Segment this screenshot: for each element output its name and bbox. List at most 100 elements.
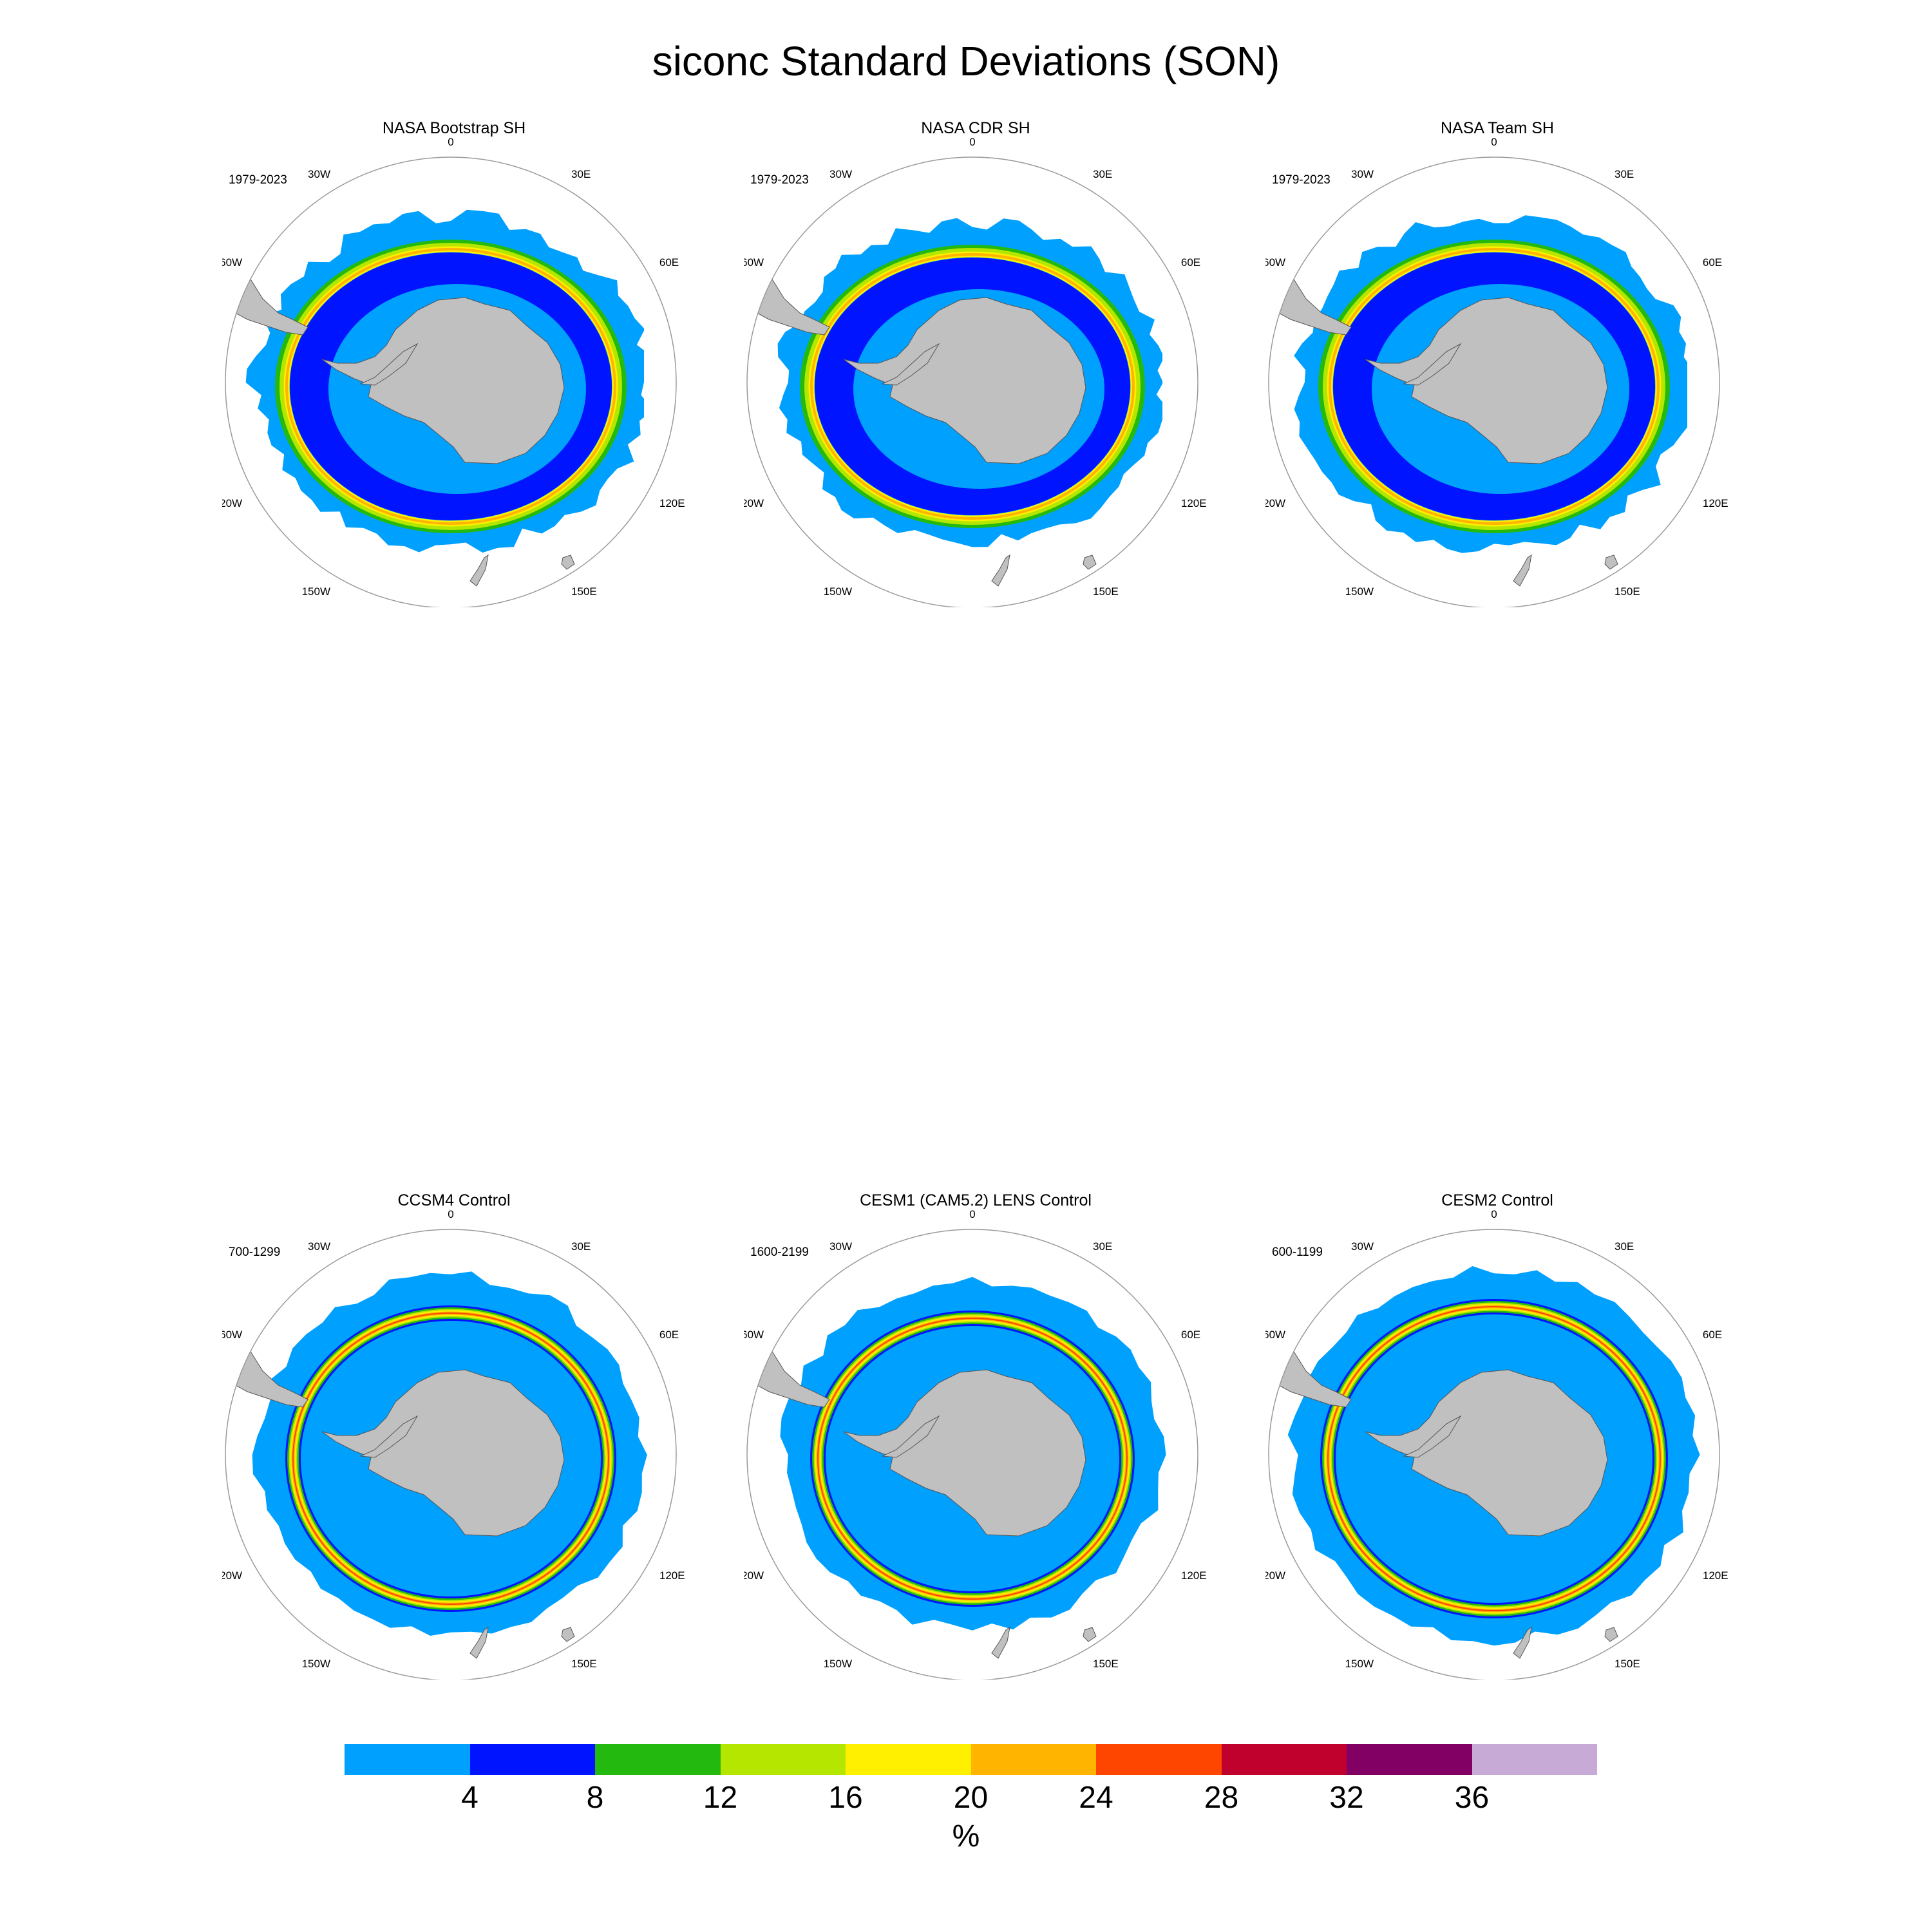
antarctic-peninsula [359,343,419,386]
colorbar-box [846,1744,971,1775]
longitude-label: 120W [222,497,242,509]
longitude-label: 150W [302,1658,330,1670]
panel-title: CESM2 Control [1441,1191,1553,1209]
variability-band [1327,1306,1661,1611]
colorbar-tick-label: 4 [461,1781,478,1815]
longitude-label: 120E [1181,1569,1207,1582]
colorbar-box [1221,1744,1347,1775]
sea-ice-field [754,1276,1166,1659]
longitude-label: 30E [1093,168,1112,180]
longitude-label: 0 [448,137,453,148]
panel-title: NASA Bootstrap SH [382,119,526,137]
longitude-label: 30E [1615,168,1634,180]
longitude-label: 30E [1615,1240,1634,1253]
polar-stereographic-map: 030E60E90E120E150E180150W120W90W60W30W [744,1209,1207,1680]
longitude-label: 60W [744,256,764,269]
longitude-label: 30E [1093,1240,1112,1253]
longitude-label: 120E [659,1569,685,1582]
map-panel: NASA Team SH 1979-2023 030E60E90E120E150… [1265,118,1729,607]
tasmania-landmass [1604,554,1618,570]
south-america-landmass [754,272,830,336]
land-masses [1276,1345,1618,1659]
antarctica-landmass [321,297,565,464]
colorbar-unit-label: % [952,1819,980,1853]
variability-band [817,1318,1128,1600]
longitude-label: 60W [1265,1329,1285,1341]
antarctica-landmass [843,297,1086,464]
map-boundary [1268,156,1720,607]
longitude-label: 120E [1703,1569,1728,1582]
new-zealand-landmass [1513,1626,1532,1659]
longitude-label: 60E [1703,1329,1722,1341]
longitude-label: 150W [824,1658,852,1670]
longitude-label: 60E [1181,1329,1200,1341]
longitude-label: 150W [1345,1658,1374,1670]
figure-title: siconc Standard Deviations (SON) [652,38,1280,84]
longitude-label: 30W [829,1240,852,1253]
colorbar-tick-label: 24 [1079,1781,1113,1815]
tasmania-landmass [1604,1627,1618,1642]
longitude-label: 30W [308,1240,330,1253]
longitude-label: 120W [1265,1569,1285,1582]
colorbar-tick-label: 32 [1329,1781,1364,1815]
longitude-label: 150W [824,585,852,598]
polar-stereographic-map: 030E60E90E120E150E180150W120W90W60W30W [1265,1209,1728,1680]
colorbar-tick-label: 36 [1454,1781,1490,1815]
map-boundary [1268,1229,1720,1680]
map-panel: CESM1 (CAM5.2) LENS Control 1600-2199 0 3… [744,1190,1208,1680]
panel-title: CCSM4 Control [397,1191,511,1209]
longitude-label: 30W [1351,168,1374,180]
longitude-label: 150E [1615,585,1640,598]
new-zealand-landmass [469,1626,489,1659]
panel-period: 1979-2023 [1272,173,1331,187]
colorbar-box [1347,1744,1472,1775]
antarctic-peninsula [1403,343,1462,386]
map-boundary [225,1229,677,1680]
polar-stereographic-map: 030E60E90E120E150E180150W120W90W60W30W [1265,137,1728,607]
map-panel: NASA Bootstrap SH 1979-2023 030E60E90E12… [222,118,686,607]
longitude-label: 120W [222,1569,242,1582]
longitude-label: 30W [829,168,852,180]
south-america-landmass [232,1345,308,1408]
longitude-label: 150E [571,585,597,598]
map-boundary [746,1229,1198,1680]
longitude-label: 30W [1351,1240,1374,1253]
longitude-label: 150E [1093,1658,1119,1670]
antarctica-landmass [843,1369,1086,1537]
colorbar-box [469,1744,595,1775]
sea-ice-field [1276,1266,1700,1659]
map-panel: CESM2 Control 600-1199 030E60E90E120E150… [1265,1190,1729,1680]
panel-period: 700-1299 [229,1245,281,1259]
colorbar-box [345,1744,470,1775]
panel-period: 600-1199 [1272,1245,1323,1259]
antarctic-peninsula [359,1415,419,1458]
sea-ice-field [754,218,1162,587]
longitude-label: 60E [1703,256,1722,269]
south-america-landmass [1276,272,1352,336]
tasmania-landmass [1083,1627,1097,1642]
longitude-label: 60E [659,256,679,269]
south-america-landmass [1276,1345,1352,1408]
longitude-label: 60W [1265,256,1285,269]
colorbar-tick-label: 20 [953,1781,989,1815]
longitude-label: 150W [302,585,330,598]
longitude-label: 120W [744,1569,764,1582]
sea-ice-field [1276,215,1687,587]
colorbar-labels: 4 8 12 16 20 24 28 32 36 [345,1779,1597,1817]
colorbar-tick-label: 8 [586,1781,604,1815]
panel-period: 1979-2023 [750,173,809,187]
sea-ice-field [232,1271,647,1659]
polar-stereographic-map: 030E60E90E120E150E180150W120W90W60W30W [222,1209,685,1680]
longitude-label: 60W [222,1329,242,1341]
colorbar-tick-label: 16 [828,1781,863,1815]
longitude-label: 0 [448,1209,453,1220]
colorbar-tick-label: 28 [1204,1781,1239,1815]
longitude-label: 60W [744,1329,764,1341]
longitude-label: 0 [1491,137,1497,148]
south-america-landmass [232,272,308,336]
panel-period: 1600-2199 [750,1245,809,1259]
panel-title: NASA CDR SH [921,119,1030,137]
land-masses [232,1345,575,1659]
antarctica-landmass [1365,297,1608,464]
colorbar-box [1096,1744,1222,1775]
